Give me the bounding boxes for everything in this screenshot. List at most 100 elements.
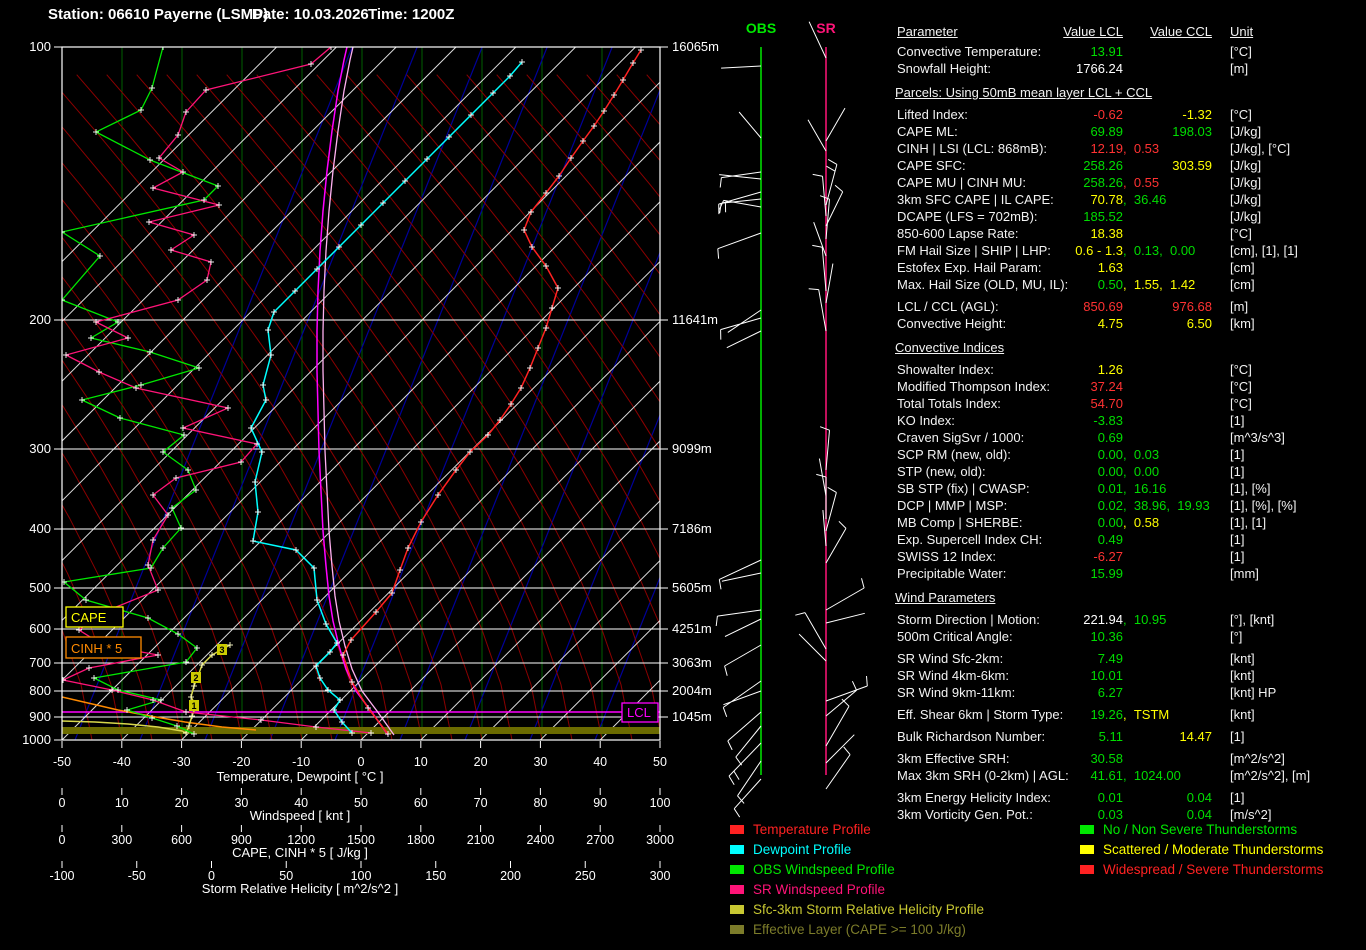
profile-legend-item: Dewpoint Profile bbox=[730, 842, 851, 862]
axis-tick-label: 30 bbox=[234, 796, 248, 810]
value-ccl: 14.47 bbox=[895, 729, 1212, 744]
value-lcl: 7.49 bbox=[895, 651, 1123, 666]
value-ccl: 0.04 bbox=[895, 807, 1212, 822]
table-row: CAPE ML:69.89198.03[J/kg] bbox=[895, 124, 1365, 141]
severity-legend-item: Scattered / Moderate Thunderstorms bbox=[1080, 842, 1323, 862]
axis-tick-label: 150 bbox=[425, 869, 446, 883]
axis-tick-label: 250 bbox=[575, 869, 596, 883]
unit-label: [km] bbox=[1230, 316, 1255, 331]
unit-label: [cm] bbox=[1230, 277, 1255, 292]
axis-tick-label: -40 bbox=[113, 755, 131, 769]
value-continued: , 1.55, 1.42 bbox=[1123, 277, 1195, 292]
profile-legend-item: Effective Layer (CAPE >= 100 J/kg) bbox=[730, 922, 966, 942]
value-lcl: 0.49 bbox=[895, 532, 1123, 547]
table-row: CAPE SFC:258.26303.59[J/kg] bbox=[895, 158, 1365, 175]
header-unit: Unit bbox=[1230, 24, 1253, 39]
cape-label: CAPE bbox=[71, 610, 107, 625]
axis-tick-label: -50 bbox=[128, 869, 146, 883]
legend-label: Effective Layer (CAPE >= 100 J/kg) bbox=[753, 922, 966, 937]
value-lcl: 1.63 bbox=[895, 260, 1123, 275]
value-lcl: 6.27 bbox=[895, 685, 1123, 700]
unit-label: [m] bbox=[1230, 61, 1248, 76]
legend-label: Widespread / Severe Thunderstorms bbox=[1103, 862, 1323, 877]
skewt-diagram: 10016065m20011641m3009099m4007186m500560… bbox=[0, 0, 890, 950]
table-header-row: Parameter Value LCL Value CCL Unit bbox=[895, 24, 1365, 44]
table-row: MB Comp | SHERBE:0.00, 0.58[1], [1] bbox=[895, 515, 1365, 532]
axis-tick-label: 0 bbox=[358, 755, 365, 769]
axis-tick-label: 0 bbox=[59, 833, 66, 847]
value-lcl: 1.26 bbox=[895, 362, 1123, 377]
axis-tick-label: -50 bbox=[53, 755, 71, 769]
value-ccl: 198.03 bbox=[895, 124, 1212, 139]
value-ccl: -1.32 bbox=[895, 107, 1212, 122]
unit-label: [knt] HP bbox=[1230, 685, 1276, 700]
value-lcl: 15.99 bbox=[895, 566, 1123, 581]
pressure-tick-label: 200 bbox=[29, 312, 51, 327]
axis-tick-label: 2100 bbox=[467, 833, 495, 847]
value-lcl: 18.38 bbox=[895, 226, 1123, 241]
axis-tick-label: 50 bbox=[653, 755, 667, 769]
value-continued: , 1024.00 bbox=[1123, 768, 1181, 783]
table-row: Exp. Supercell Index CH:0.49[1] bbox=[895, 532, 1365, 549]
height-tick-label: 3063m bbox=[672, 655, 712, 670]
profile-legend-item: Temperature Profile bbox=[730, 822, 871, 842]
pressure-tick-label: 100 bbox=[29, 39, 51, 54]
table-row: LCL / CCL (AGL):850.69976.68[m] bbox=[895, 299, 1365, 316]
legend-swatch-icon bbox=[730, 925, 744, 934]
legend-label: SR Windspeed Profile bbox=[753, 882, 885, 897]
axis-tick-label: 10 bbox=[414, 755, 428, 769]
value-lcl: 41.61 bbox=[895, 768, 1123, 783]
axis-tick-label: -20 bbox=[232, 755, 250, 769]
table-row: Eff. Shear 6km | Storm Type:19.26, TSTM[… bbox=[895, 707, 1365, 724]
value-continued: , 0.00 bbox=[1123, 464, 1159, 479]
legend-label: Sfc-3km Storm Relative Helicity Profile bbox=[753, 902, 984, 917]
unit-label: [1] bbox=[1230, 549, 1244, 564]
value-continued: , 0.55 bbox=[1123, 175, 1159, 190]
table-row: FM Hail Size | SHIP | LHP:0.6 - 1.3, 0.1… bbox=[895, 243, 1365, 260]
table-row: Storm Direction | Motion:221.94, 10.95[°… bbox=[895, 612, 1365, 629]
table-row: Precipitable Water:15.99[mm] bbox=[895, 566, 1365, 583]
unit-label: [°], [knt] bbox=[1230, 612, 1274, 627]
pressure-tick-label: 500 bbox=[29, 580, 51, 595]
unit-label: [1], [1] bbox=[1230, 515, 1266, 530]
value-lcl: 1766.24 bbox=[895, 61, 1123, 76]
value-lcl: -6.27 bbox=[895, 549, 1123, 564]
table-row: SR Wind Sfc-2km:7.49[knt] bbox=[895, 651, 1365, 668]
effective-layer-band bbox=[62, 727, 660, 734]
unit-label: [°C] bbox=[1230, 362, 1252, 377]
unit-label: [m/s^2] bbox=[1230, 807, 1272, 822]
unit-label: [1], [%] bbox=[1230, 481, 1270, 496]
unit-label: [°C] bbox=[1230, 396, 1252, 411]
unit-label: [J/kg] bbox=[1230, 124, 1261, 139]
temperature-markers bbox=[340, 47, 644, 737]
table-row: Snowfall Height:1766.24[m] bbox=[895, 61, 1365, 78]
axis-tick-label: 40 bbox=[593, 755, 607, 769]
legend-swatch-icon bbox=[1080, 865, 1094, 874]
axis-tick-label: -10 bbox=[292, 755, 310, 769]
value-lcl: 0.69 bbox=[895, 430, 1123, 445]
legend-label: Scattered / Moderate Thunderstorms bbox=[1103, 842, 1323, 857]
pressure-tick-label: 300 bbox=[29, 441, 51, 456]
value-continued: , 10.95 bbox=[1123, 612, 1166, 627]
table-row: STP (new, old):0.00, 0.00[1] bbox=[895, 464, 1365, 481]
sr-windspeed-profile-line bbox=[63, 47, 371, 733]
axis-tick-label: 100 bbox=[650, 796, 671, 810]
value-continued: , TSTM bbox=[1123, 707, 1169, 722]
unit-label: [cm], [1], [1] bbox=[1230, 243, 1298, 258]
value-lcl: 13.91 bbox=[895, 44, 1123, 59]
lcl-label: LCL bbox=[627, 705, 651, 720]
unit-label: [J/kg] bbox=[1230, 175, 1261, 190]
unit-label: [°C] bbox=[1230, 226, 1252, 241]
profile-legend-item: OBS Windspeed Profile bbox=[730, 862, 895, 882]
table-section-header: Wind Parameters bbox=[895, 590, 1365, 612]
axis-tick-label: 300 bbox=[650, 869, 671, 883]
unit-label: [°] bbox=[1230, 629, 1242, 644]
unit-label: [°C] bbox=[1230, 107, 1252, 122]
unit-label: [1] bbox=[1230, 464, 1244, 479]
value-lcl: 0.6 - 1.3 bbox=[895, 243, 1123, 258]
axis-tick-label: 60 bbox=[414, 796, 428, 810]
value-lcl: 37.24 bbox=[895, 379, 1123, 394]
windspeed-gridlines bbox=[122, 47, 602, 740]
axis-tick-label: 20 bbox=[474, 755, 488, 769]
table-row: Showalter Index:1.26[°C] bbox=[895, 362, 1365, 379]
